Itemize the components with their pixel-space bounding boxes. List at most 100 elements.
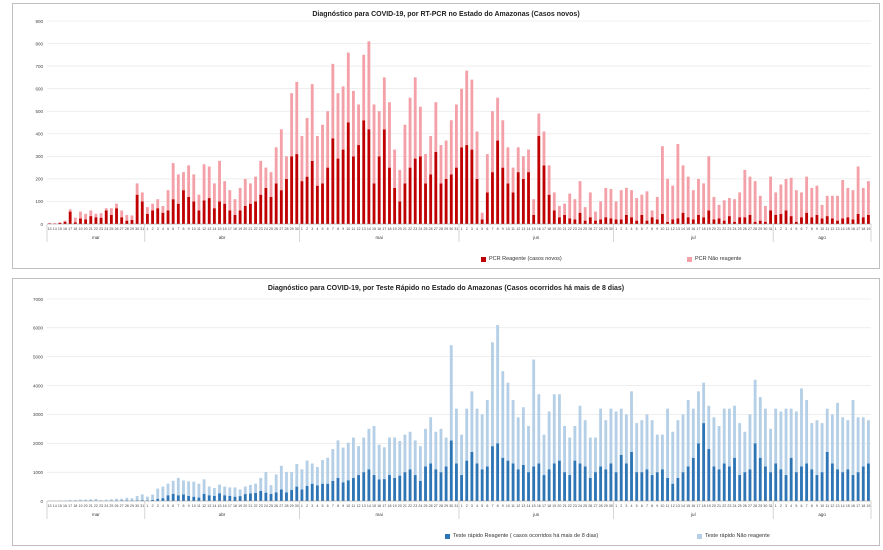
pcr-bar-nao-reagente [707,156,711,211]
pcr-y-tick-label: 700 [35,64,43,69]
tr-day-label: 14 [212,504,216,508]
pcr-bar-nao-reagente [408,97,412,168]
pcr-bar-nao-reagente [563,203,566,215]
tr-bar-reagente [681,472,685,501]
pcr-day-label: 18 [547,227,551,231]
tr-bar-nao-reagente [429,417,433,464]
pcr-bar-nao-reagente [578,181,582,213]
pcr-bar-nao-reagente [733,199,736,222]
tr-day-label: 15 [532,504,536,508]
pcr-bar-reagente [733,221,736,224]
tr-bar-nao-reagente [99,499,103,501]
tr-bar-reagente [697,443,700,501]
pcr-day-label: 14 [212,227,216,231]
tr-bar-reagente [321,483,324,501]
pcr-bar-reagente [238,210,242,224]
tr-bar-nao-reagente [542,434,546,476]
pcr-bar-reagente [681,212,685,224]
tr-day-label: 2 [620,504,622,508]
pcr-day-label: 22 [568,227,572,231]
pcr-day-label: 13 [362,227,366,231]
pcr-bar-reagente [552,210,556,224]
pcr-day-label: 21 [563,227,567,231]
pcr-bar-nao-reagente [511,167,515,193]
pcr-bar-reagente [68,211,72,224]
pcr-bar-nao-reagente [393,149,397,188]
tr-day-label: 17 [856,504,860,508]
tr-bar-reagente [182,494,185,501]
tr-day-label: 2 [152,504,154,508]
tr-day-label: 30 [763,504,767,508]
tr-bar-nao-reagente [774,408,778,464]
tr-day-label: 18 [702,504,706,508]
tr-bar-nao-reagente [212,488,216,496]
pcr-day-label: 28 [753,227,757,231]
tr-bar-reagente [315,485,319,501]
tr-bar-nao-reagente [79,499,82,501]
pcr-bar-nao-reagente [352,90,355,157]
pcr-bar-nao-reagente [58,222,62,223]
tr-bar-reagente [666,477,669,501]
tr-day-label: 13 [676,504,680,508]
tr-bar-reagente [372,475,376,501]
pcr-bar-reagente [485,192,489,224]
pcr-day-label: 8 [811,227,813,231]
tr-day-label: 17 [228,504,232,508]
tr-day-label: 17 [696,504,700,508]
pcr-bar-reagente [655,219,659,224]
tr-bar-reagente [393,477,397,501]
tr-bar-reagente [449,440,453,501]
tr-bar-reagente [722,463,726,501]
pcr-bar-reagente [563,214,566,224]
pcr-bar-reagente [748,214,752,224]
tr-bar-nao-reagente [84,499,88,501]
pcr-bar-nao-reagente [120,210,124,218]
pcr-day-label: 6 [327,227,329,231]
pcr-bar-nao-reagente [624,187,628,215]
tr-bar-nao-reagente [413,440,417,476]
pcr-day-label: 14 [841,227,845,231]
pcr-bar-nao-reagente [357,104,360,146]
pcr-bar-nao-reagente [254,176,257,202]
tr-day-label: 7 [177,504,179,508]
tr-y-tick-label: 7000 [33,297,44,302]
tr-bar-nao-reagente [789,408,793,458]
pcr-day-label: 31 [454,227,458,231]
tr-day-label: 22 [94,504,98,508]
tr-bar-reagente [748,469,752,501]
tr-month-label: jun [532,512,540,517]
tr-bar-reagente [491,446,494,501]
pcr-bar-reagente [774,214,778,224]
tr-bar-reagente [516,469,520,501]
pcr-day-label: 4 [790,227,792,231]
pcr-bar-nao-reagente [619,190,623,220]
pcr-day-label: 23 [573,227,577,231]
pcr-bar-nao-reagente [800,192,803,218]
pcr-bar-reagente [171,199,175,224]
pcr-reagente-swatch [481,256,486,262]
tr-bar-nao-reagente [810,423,814,470]
pcr-day-label: 14 [681,227,685,231]
tr-day-label: 26 [115,504,119,508]
pcr-bar-nao-reagente [604,187,608,218]
pcr-bar-nao-reagente [558,205,561,218]
tr-day-label: 8 [651,504,653,508]
tr-day-label: 16 [691,504,695,508]
tr-bar-nao-reagente [120,498,124,501]
pcr-day-label: 25 [583,227,587,231]
tr-y-tick-label: 3000 [33,412,44,417]
tr-bar-nao-reagente [249,484,252,494]
tr-bar-reagente [624,463,628,501]
tr-day-label: 25 [424,504,428,508]
pcr-bar-reagente [176,203,180,224]
pcr-bar-reagente [764,221,767,224]
pcr-bar-reagente [496,140,500,224]
pcr-month-label: mai [376,235,383,240]
tr-bar-nao-reagente [166,483,170,496]
tr-bar-nao-reagente [279,465,283,490]
pcr-bar-reagente [480,219,484,224]
tr-bar-reagente [460,475,463,501]
tr-bar-reagente [820,472,824,501]
tr-day-label: 30 [449,504,453,508]
pcr-bar-nao-reagente [156,199,160,209]
